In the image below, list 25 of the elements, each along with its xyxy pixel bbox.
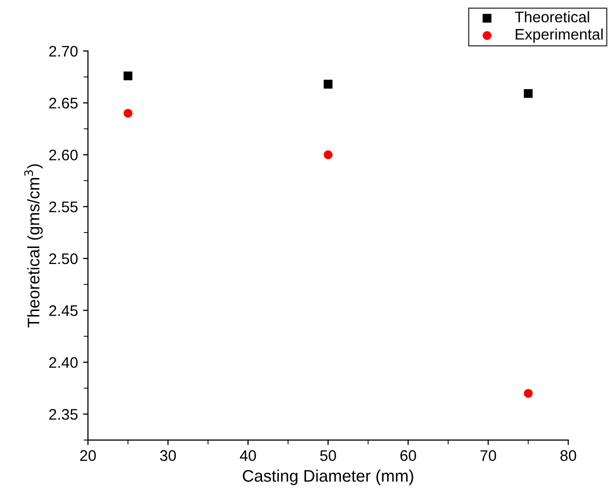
point	[124, 108, 132, 118]
x-tick-label: 60	[400, 450, 416, 461]
x-tick-label: 40	[240, 450, 256, 461]
point	[524, 89, 533, 98]
x-tick-label: 20	[80, 450, 96, 461]
x-tick-label: 80	[560, 450, 576, 461]
point	[324, 150, 332, 160]
x-tick-label: 30	[160, 450, 176, 461]
y-tick-label: 2.65	[49, 98, 78, 109]
y-tick-label: 2.60	[49, 150, 78, 160]
y-axis-title: Theoretical (gms/cm$^{3}$)	[24, 164, 43, 328]
y-tick-label: 2.45	[49, 305, 78, 316]
x-axis-title: Casting Diameter (mm)	[242, 470, 414, 486]
legend-label: Theoretical	[514, 11, 590, 22]
point	[324, 80, 332, 89]
y-tick-label: 2.55	[49, 201, 78, 212]
x-tick-label: 70	[480, 450, 496, 461]
legend-label: Experimental	[516, 28, 603, 43]
y-tick-label: 2.70	[49, 46, 78, 57]
y-tick-label: 2.35	[49, 408, 78, 420]
y-tick-label: 2.40	[49, 357, 78, 368]
point	[524, 388, 533, 398]
y-tick-label: 2.50	[49, 253, 78, 264]
point	[124, 71, 132, 80]
x-tick-label: 50	[320, 450, 336, 461]
